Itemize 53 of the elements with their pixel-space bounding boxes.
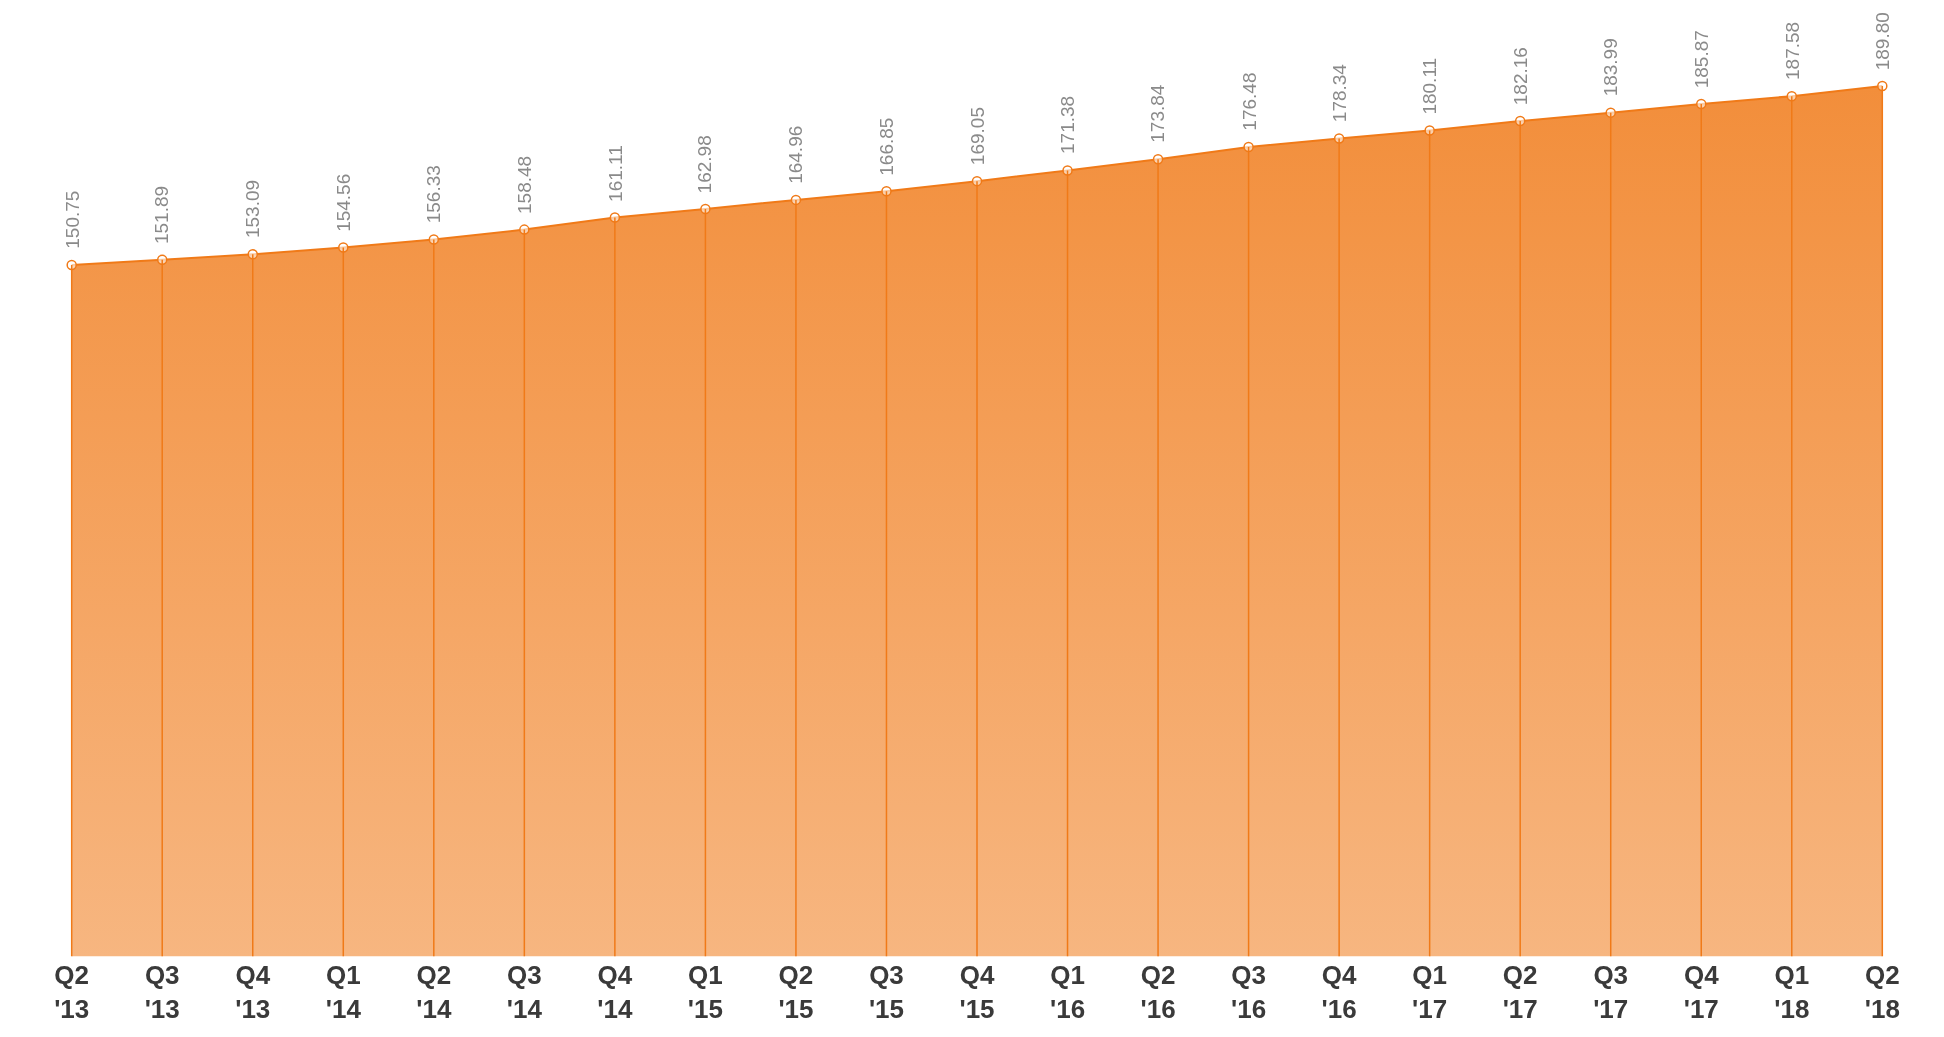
x-tick-label: Q3 '13 [144,960,180,1024]
point [1243,141,1254,153]
x-tick-label: Q3 '17 [1593,960,1629,1024]
x-tick-label: Q1 '15 [687,960,723,1024]
x-tick-label: Q1 '17 [1412,960,1448,1024]
point [519,224,530,235]
data-label: 176.48 [1238,72,1260,131]
data-label: 173.84 [1147,84,1169,143]
x-tick-label: Q3 '14 [506,960,543,1024]
x-tick-label: Q4 '14 [597,960,633,1024]
data-label: 166.85 [876,117,898,176]
x-tick-label: Q1 '18 [1774,960,1810,1024]
x-tick-label: Q4 '15 [959,960,995,1024]
data-label: 171.38 [1057,95,1079,154]
point [881,185,892,197]
x-tick-label: Q3 '15 [868,960,905,1024]
x-tick-label: Q1 '16 [1049,960,1086,1024]
data-label: 187.58 [1781,21,1803,80]
x-tick-label: Q2 '13 [54,960,90,1024]
data-label: 154.56 [332,173,354,232]
point [338,242,349,253]
x-tick-label: Q2 '17 [1502,960,1538,1024]
x-tick-label: Q4 '16 [1321,960,1358,1024]
data-label: 178.34 [1329,63,1351,123]
data-label: 180.11 [1418,57,1440,115]
x-tick-label: Q3 '16 [1231,960,1267,1024]
x-tick-label: Q1 '14 [325,960,362,1024]
point [1062,165,1073,176]
data-label: 151.89 [151,185,173,245]
point [1424,125,1435,136]
x-tick-label: Q4 '13 [235,960,271,1024]
data-label: 150.75 [61,190,83,249]
point [1696,98,1707,110]
point [1605,107,1616,118]
data-label: 189.80 [1872,12,1894,71]
data-label: 162.98 [694,135,716,194]
data-label: 161.11 [604,145,626,202]
x-tick-label: Q2 '14 [416,960,452,1024]
data-label: 182.16 [1510,47,1532,106]
data-label: 156.33 [423,165,445,224]
point [1877,80,1888,92]
data-label: 185.87 [1691,30,1713,89]
x-tick-label: Q4 '17 [1683,960,1720,1024]
point [66,259,77,271]
data-label: 183.99 [1600,38,1622,97]
x-tick-label: Q2 '15 [778,960,814,1024]
data-label: 158.48 [513,155,535,214]
data-label: 153.09 [242,179,264,239]
x-tick-label: Q2 '18 [1864,960,1900,1024]
data-label: 164.96 [785,125,807,184]
point [700,203,711,215]
data-label: 169.05 [966,107,988,166]
x-tick-label: Q2 '16 [1140,960,1176,1024]
